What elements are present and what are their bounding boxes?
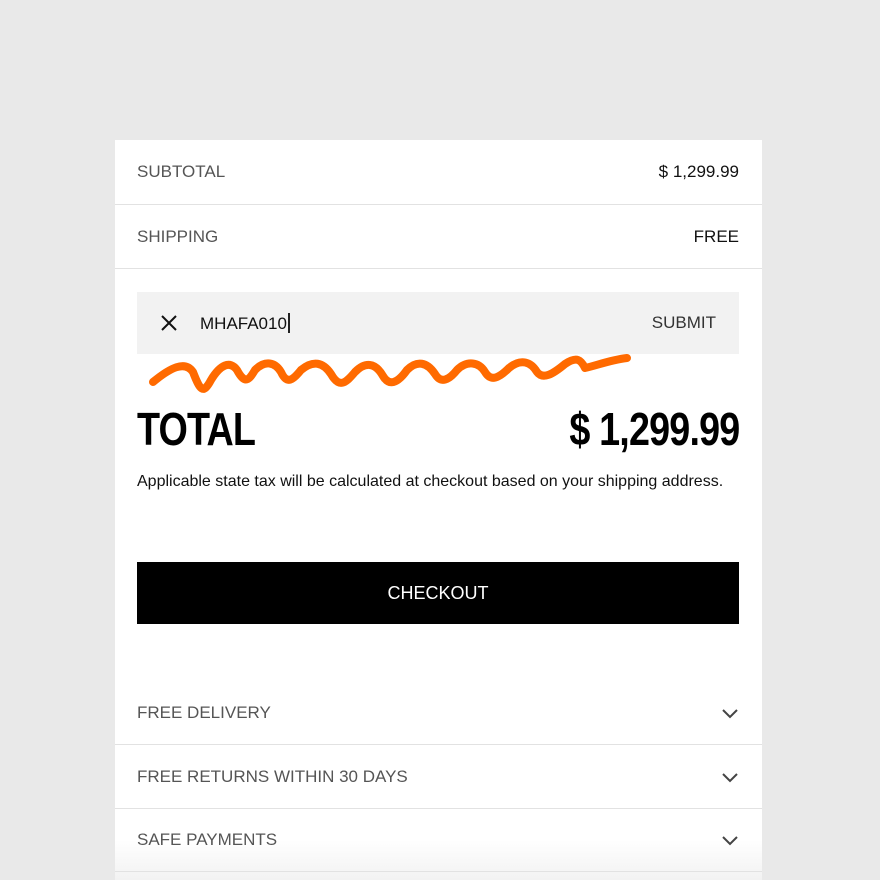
- accordion-label: SAFE PAYMENTS: [137, 830, 278, 849]
- shipping-label: SHIPPING: [137, 226, 219, 246]
- text-cursor: [287, 312, 290, 333]
- promo-code-input[interactable]: MHAFA010: [200, 312, 290, 334]
- promo-code-field[interactable]: MHAFA010 SUBMIT: [137, 292, 739, 354]
- chevron-down-icon: [722, 708, 738, 718]
- total-value: $ 1,299.99: [568, 403, 740, 455]
- shipping-value: FREE: [693, 226, 739, 246]
- close-icon[interactable]: [159, 313, 179, 333]
- accordion-free-delivery[interactable]: FREE DELIVERY: [115, 681, 762, 745]
- tax-note: Applicable state tax will be calculated …: [137, 473, 724, 490]
- bottom-fade: [115, 840, 762, 880]
- checkout-button[interactable]: CHECKOUT: [137, 562, 739, 624]
- order-summary-card: SUBTOTAL $ 1,299.99 SHIPPING FREE MHAFA0…: [115, 140, 762, 880]
- submit-button[interactable]: SUBMIT: [651, 313, 716, 332]
- shipping-row: SHIPPING FREE: [115, 205, 762, 269]
- subtotal-row: SUBTOTAL $ 1,299.99: [115, 140, 762, 205]
- chevron-down-icon: [722, 772, 738, 782]
- total-label: TOTAL: [137, 403, 256, 455]
- accordion-label: FREE DELIVERY: [137, 702, 271, 722]
- subtotal-label: SUBTOTAL: [137, 162, 226, 181]
- promo-code-value: MHAFA010: [200, 313, 287, 333]
- chevron-down-icon: [722, 836, 738, 846]
- accordion-safe-payments[interactable]: SAFE PAYMENTS: [115, 809, 762, 872]
- subtotal-value: $ 1,299.99: [658, 162, 739, 181]
- accordion-free-returns[interactable]: FREE RETURNS WITHIN 30 DAYS: [115, 745, 762, 809]
- accordion-label: FREE RETURNS WITHIN 30 DAYS: [137, 766, 408, 786]
- scribble-annotation: [149, 354, 631, 393]
